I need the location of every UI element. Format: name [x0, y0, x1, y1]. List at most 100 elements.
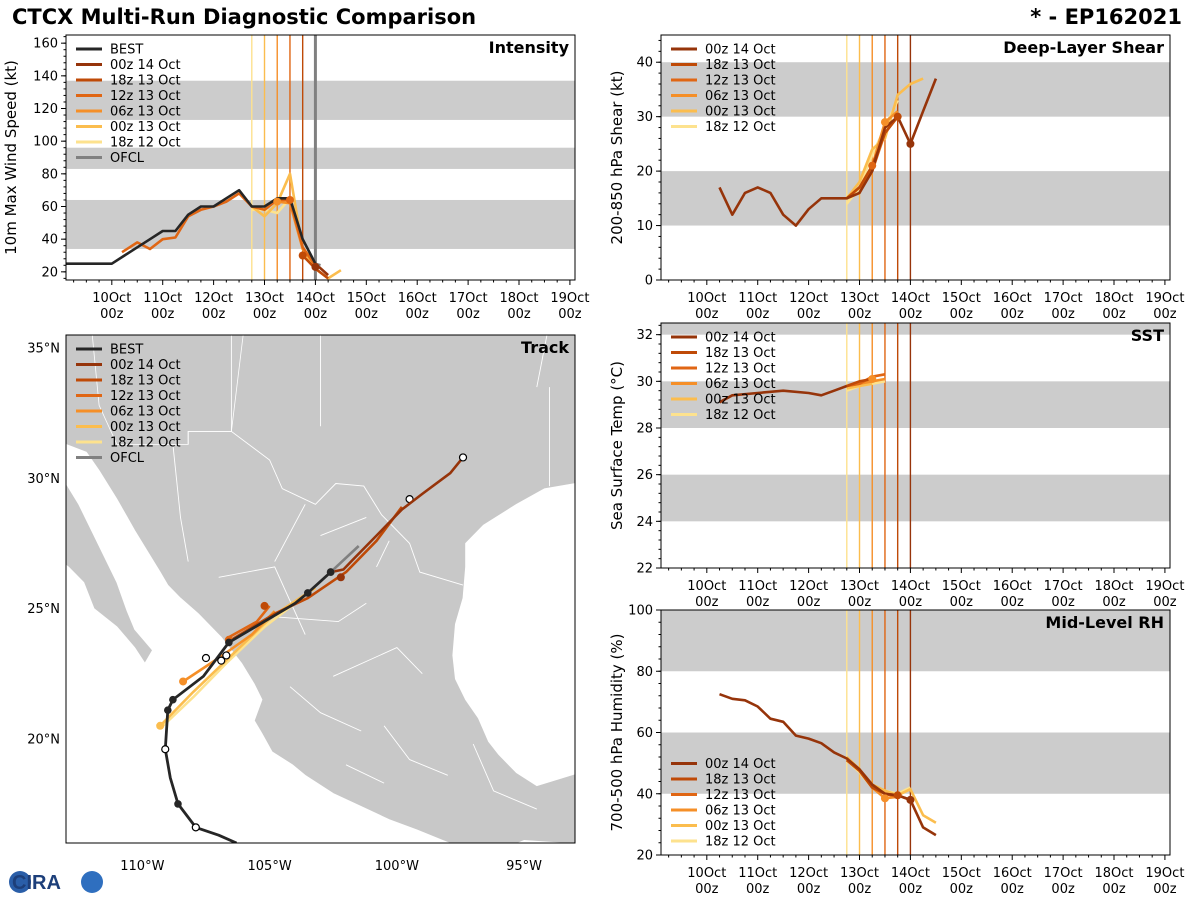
track-end-00z-14-oct [458, 453, 468, 462]
intensity-ytick-label-60: 60 [41, 200, 58, 215]
rh-xtick-label-hour-11: 00z [746, 882, 770, 897]
legend-label-best: BEST [110, 343, 143, 358]
track-panel-title: Track [521, 338, 569, 357]
intensity-xtick-label-day-18: 18Oct [499, 291, 538, 306]
cira-logo-text: CIRA [12, 872, 61, 894]
sst-xtick-label-day-12: 12Oct [789, 579, 828, 594]
intensity-xtick-label-day-19: 19Oct [550, 291, 589, 306]
intensity-xtick-label-hour-11: 00z [151, 307, 175, 322]
rh-xtick-label-hour-12: 00z [797, 882, 821, 897]
sst-ytick-label-22: 22 [636, 562, 653, 577]
shear-marker-12z-13-oct [868, 161, 877, 170]
intensity-xtick-label-day-10: 10Oct [92, 291, 131, 306]
legend-label-18z-12-oct: 18z 12 Oct [705, 120, 776, 135]
track-xtick-label-95-w: 95°W [506, 859, 542, 874]
rh-ytick-label-60: 60 [636, 726, 653, 741]
shear-series-00z-14-oct [718, 78, 938, 227]
sst-xtick-label-day-18: 18Oct [1094, 579, 1133, 594]
intensity-marker-12z-13-oct [285, 195, 294, 204]
best-track-open-point-3 [217, 656, 226, 665]
rh-ytick-label-100: 100 [628, 604, 653, 619]
shear-xtick-label-hour-12: 00z [797, 307, 821, 322]
best-track-point-0 [174, 800, 182, 808]
figure-title: CTCX Multi-Run Diagnostic Comparison [12, 5, 477, 29]
track-marker-06z-13-oct [179, 677, 188, 686]
state-border-8 [320, 516, 367, 537]
rh-xtick-label-day-14: 14Oct [891, 866, 930, 881]
intensity-band-1 [66, 147, 575, 169]
shear-plot-area [661, 35, 1170, 280]
legend-label-18z-13-oct: 18z 13 Oct [705, 346, 776, 361]
sst-xtick-label-day-13: 13Oct [840, 579, 879, 594]
best-track-point-5 [326, 568, 335, 576]
sst-series-00z-14-oct [718, 384, 848, 404]
track-xtick-label-105-w: 105°W [248, 859, 292, 874]
shear-ytick-label-30: 30 [636, 110, 653, 125]
intensity-ytick-label-120: 120 [33, 102, 58, 117]
sst-band-1 [661, 381, 1170, 428]
intensity-xtick-label-day-14: 14Oct [296, 291, 335, 306]
intensity-xtick-label-hour-19: 00z [558, 307, 582, 322]
intensity-xtick-label-hour-16: 00z [406, 307, 430, 322]
rh-panel-title: Mid-Level RH [1045, 613, 1164, 632]
logo-emblem-icon [81, 871, 103, 893]
sst-ylabel: Sea Surface Temp (°C) [608, 361, 626, 530]
intensity-xtick-label-day-16: 16Oct [398, 291, 437, 306]
state-border-16 [345, 764, 385, 784]
intensity-xtick-label-day-15: 15Oct [347, 291, 386, 306]
shear-panel-title: Deep-Layer Shear [1003, 38, 1164, 57]
best-track-open-point-4 [222, 651, 231, 660]
state-border-9 [376, 540, 390, 568]
sst-xtick-label-day-14: 14Oct [891, 579, 930, 594]
legend-label-12z-13-oct: 12z 13 Oct [110, 389, 181, 404]
sst-band-0 [661, 474, 1170, 522]
sst-xtick-label-hour-16: 00z [1001, 595, 1025, 610]
legend-label-00z-14-oct: 00z 14 Oct [705, 757, 776, 772]
track-marker-00z-13-oct [156, 721, 165, 730]
best-track-point-1 [164, 706, 172, 714]
intensity-series-best [66, 188, 317, 266]
shear-ytick-label-0: 0 [645, 274, 653, 289]
shear-marker-18z-13-oct [893, 112, 902, 121]
state-border-13 [289, 686, 362, 732]
legend-label-00z-14-oct: 00z 14 Oct [705, 43, 776, 58]
state-border-11 [269, 602, 367, 623]
shear-xtick-label-hour-17: 00z [1051, 307, 1075, 322]
intensity-ylabel: 10m Max Wind Speed (kt) [2, 60, 20, 255]
shear-xtick-label-hour-15: 00z [950, 307, 974, 322]
intensity-plot-area [66, 35, 575, 280]
sst-xtick-label-day-15: 15Oct [942, 579, 981, 594]
track-ytick-label-35-n: 35°N [27, 342, 60, 357]
shear-xtick-label-day-14: 14Oct [891, 291, 930, 306]
track-line-00z-14-oct [330, 456, 465, 574]
track-line-18z-12-oct [159, 594, 306, 730]
sst-xtick-label-hour-19: 00z [1153, 595, 1177, 610]
rh-xtick-label-hour-17: 00z [1051, 882, 1075, 897]
shear-xtick-label-day-11: 11Oct [738, 291, 777, 306]
rh-xtick-label-day-15: 15Oct [942, 866, 981, 881]
best-track-point-3 [225, 638, 233, 647]
track-marker-18z-13-oct [260, 601, 269, 610]
intensity-marker-06z-13-oct [273, 197, 282, 206]
sst-ytick-label-24: 24 [636, 515, 653, 530]
state-border-0 [187, 430, 464, 586]
rh-xtick-label-day-12: 12Oct [789, 866, 828, 881]
rh-xtick-label-hour-13: 00z [848, 882, 872, 897]
intensity-panel: 2040608010012014016010Oct00z11Oct00z12Oc… [2, 34, 589, 322]
legend-label-18z-13-oct: 18z 13 Oct [705, 773, 776, 788]
rh-marker-00z-14-oct [906, 795, 915, 804]
legend-label-12z-13-oct: 12z 13 Oct [705, 362, 776, 377]
intensity-series-12z-13-oct [121, 192, 317, 267]
rh-plot-area [661, 610, 1170, 855]
sst-xtick-label-day-19: 19Oct [1145, 579, 1184, 594]
legend-label-06z-13-oct: 06z 13 Oct [705, 804, 776, 819]
legend-label-00z-13-oct: 00z 13 Oct [705, 105, 776, 120]
shear-xtick-label-hour-10: 00z [695, 307, 719, 322]
shear-xtick-label-hour-19: 00z [1153, 307, 1177, 322]
legend-label-12z-13-oct: 12z 13 Oct [705, 74, 776, 89]
sst-series-18z-13-oct [846, 377, 873, 388]
intensity-xtick-label-hour-17: 00z [456, 307, 480, 322]
